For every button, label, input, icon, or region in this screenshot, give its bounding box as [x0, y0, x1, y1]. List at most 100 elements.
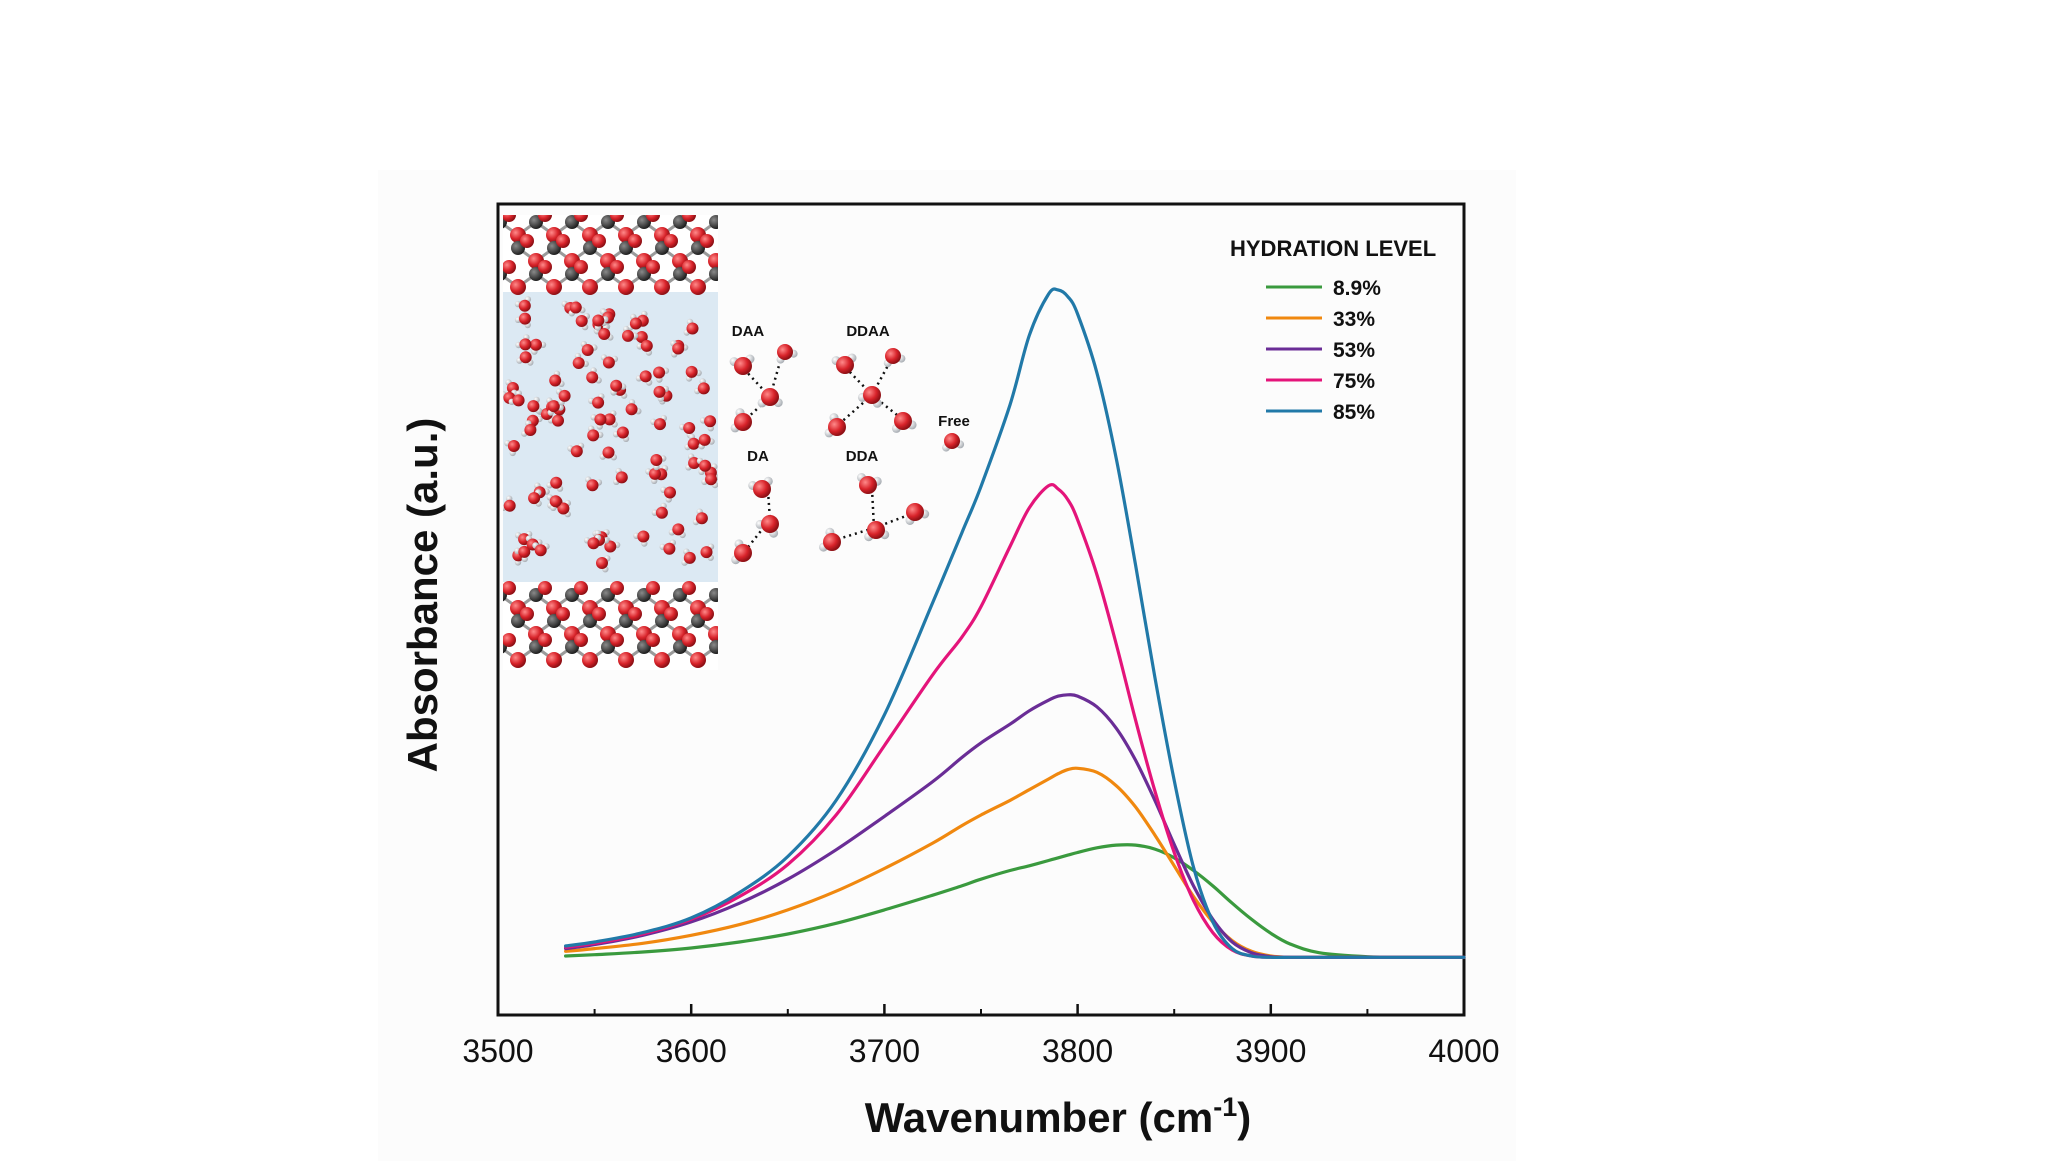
- oxygen-atom: [512, 394, 525, 407]
- metal-atom: [709, 588, 718, 602]
- oxygen-atom: [683, 422, 696, 434]
- oxygen-atom: [653, 366, 666, 379]
- oxygen-atom: [527, 400, 540, 413]
- oxygen-atom: [538, 581, 552, 595]
- oxygen-atom: [574, 581, 588, 595]
- oxygen-atom: [695, 512, 708, 525]
- oxygen-atom: [519, 351, 532, 364]
- oxygen-atom: [557, 502, 570, 515]
- oxygen-atom: [574, 633, 588, 647]
- oxygen-atom: [570, 445, 583, 458]
- oxygen-atom: [587, 537, 600, 550]
- oxygen-atom: [718, 260, 732, 274]
- oxygen-atom: [699, 459, 712, 472]
- oxygen-atom: [587, 429, 600, 442]
- oxygen-atom: [594, 413, 607, 426]
- oxygen-atom: [687, 437, 700, 450]
- oxygen-atom: [596, 557, 608, 569]
- oxygen-atom: [507, 440, 520, 452]
- oxygen-atom: [635, 331, 648, 343]
- oxygen-atom: [718, 208, 732, 222]
- oxygen-atom: [640, 339, 653, 352]
- oxygen-atom: [518, 545, 531, 558]
- oxygen-atom: [574, 215, 588, 222]
- oxygen-atom: [615, 471, 628, 484]
- oxygen-atom: [628, 234, 642, 248]
- motif-label-daa: DAA: [732, 323, 765, 340]
- oxygen-atom: [697, 382, 710, 395]
- oxygen-atom: [629, 317, 642, 330]
- oxygen-atom: [546, 279, 562, 295]
- oxygen-atom: [556, 607, 570, 621]
- oxygen-atom: [726, 652, 742, 668]
- oxygen-atom: [510, 652, 526, 668]
- confined-water-molecules: [503, 296, 718, 573]
- oxygen-atom: [682, 260, 696, 274]
- oxygen-atom: [510, 279, 526, 295]
- oxygen-atom: [690, 652, 706, 668]
- oxygen-atom: [604, 540, 617, 553]
- x-tick-label: 3800: [1042, 1033, 1113, 1069]
- oxygen-atom: [524, 424, 537, 436]
- hydrogen-bond-motifs: [729, 344, 965, 565]
- series-line-89: [564, 843, 1466, 959]
- oxygen-atom: [558, 389, 571, 402]
- oxygen-atom: [718, 633, 732, 647]
- oxygen-atom: [574, 260, 588, 274]
- oxygen-atom: [603, 413, 616, 426]
- oxygen-atom: [655, 506, 668, 519]
- oxide-slab-top: [503, 208, 732, 295]
- oxygen-atom: [836, 356, 854, 374]
- oxygen-atom: [885, 348, 901, 364]
- oxygen-atom: [654, 279, 670, 295]
- oxygen-atom: [520, 234, 534, 248]
- oxygen-atom: [569, 301, 582, 314]
- metal-atom: [709, 215, 718, 229]
- oxygen-atom: [556, 234, 570, 248]
- oxygen-atom: [519, 338, 532, 351]
- oxygen-atom: [944, 433, 960, 449]
- oxygen-atom: [520, 607, 534, 621]
- oxygen-atom: [664, 486, 676, 499]
- oxygen-atom: [663, 542, 676, 555]
- oxygen-atom: [646, 260, 660, 274]
- oxygen-atom: [734, 357, 752, 375]
- oxygen-atom: [698, 433, 711, 446]
- oxygen-atom: [538, 215, 552, 222]
- x-axis-title: Wavenumber (cm-1): [865, 1092, 1252, 1141]
- oxygen-atom: [616, 426, 629, 439]
- simulation-snapshot-inset: [503, 208, 742, 670]
- oxygen-atom: [650, 454, 663, 466]
- oxygen-atom: [686, 322, 699, 335]
- series-line-85: [564, 287, 1466, 960]
- oxygen-atom: [575, 315, 588, 327]
- oxygen-atom: [582, 652, 598, 668]
- oxygen-atom: [592, 314, 605, 327]
- legend-label: 85%: [1333, 401, 1375, 424]
- hydrogen-bond: [870, 488, 876, 529]
- oxygen-atom: [592, 607, 606, 621]
- oxygen-atom: [538, 260, 552, 274]
- oxygen-atom: [622, 329, 634, 342]
- oxygen-atom: [534, 544, 547, 557]
- oxygen-atom: [704, 415, 717, 428]
- metal-atom: [709, 640, 718, 654]
- oxygen-atom: [503, 260, 516, 274]
- oxygen-atom: [700, 546, 713, 559]
- oxygen-atom: [682, 633, 696, 647]
- oxygen-atom: [654, 418, 666, 431]
- oxygen-atom: [610, 633, 624, 647]
- oxygen-atom: [592, 234, 606, 248]
- oxygen-atom: [777, 344, 793, 360]
- oxygen-atom: [586, 371, 599, 384]
- oxygen-atom: [592, 396, 605, 409]
- x-axis-ticks: 3500 3600 3700 3800 3900 4000: [462, 1004, 1500, 1069]
- oxygen-atom: [906, 503, 924, 521]
- oxygen-atom: [538, 633, 552, 647]
- oxygen-atom: [639, 370, 652, 383]
- oxygen-atom: [690, 279, 706, 295]
- oxygen-atom: [602, 356, 615, 369]
- oxygen-atom: [894, 412, 912, 430]
- oxygen-atom: [682, 215, 696, 222]
- oxygen-atom: [552, 414, 564, 427]
